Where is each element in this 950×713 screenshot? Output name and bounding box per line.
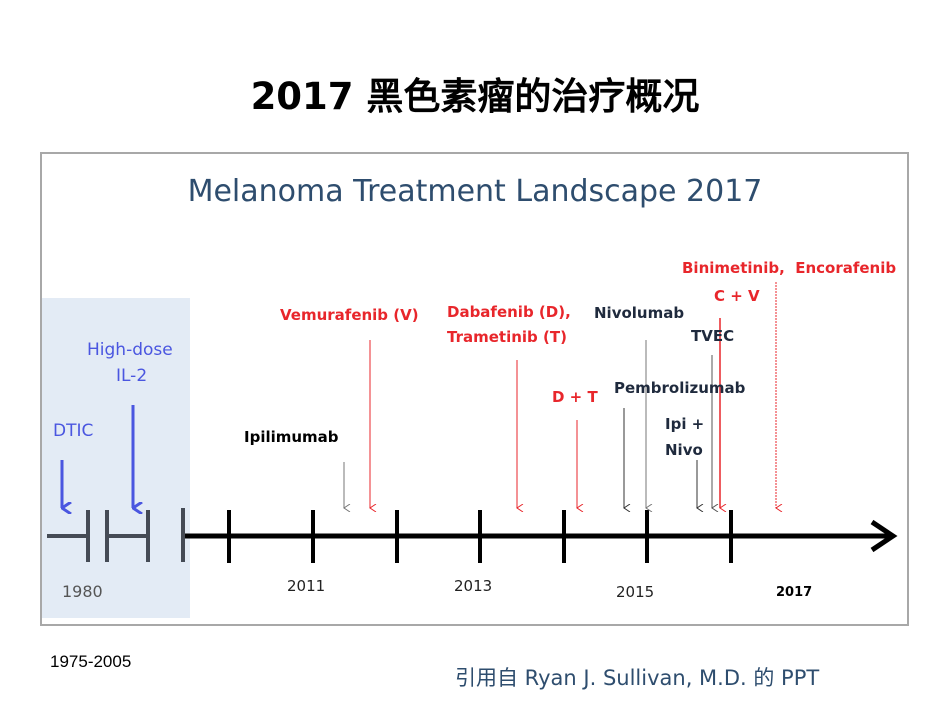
year-label-2015: 2015 [616,583,654,601]
label-pembrolizumab: Pembrolizumab [614,379,746,397]
label-nivo: Nivo [665,441,703,459]
label-nivolumab: Nivolumab [594,304,684,322]
label-bini-enco: Binimetinib, Encorafenib [682,259,896,277]
year-label-2011: 2011 [287,577,325,595]
timeline-axis [47,508,898,563]
label-dabrafenib: Dabafenib (D), [447,303,571,321]
era-label: 1975-2005 [50,652,132,671]
slide-heading: Melanoma Treatment Landscape 2017 [188,174,763,209]
label-il2-line1: High-dose [87,340,173,360]
label-d-t: D + T [552,388,598,406]
label-tvec: TVEC [691,327,734,345]
label-ipilimumab: Ipilimumab [244,428,339,446]
historic-band [42,298,190,618]
citation: 引用自 Ryan J. Sullivan, M.D. 的 PPT [455,666,820,690]
label-dtic: DTIC [53,421,93,441]
label-il2-line2: IL-2 [116,366,147,386]
page-title: 2017 黑色素瘤的治疗概况 [250,75,700,118]
label-ipi: Ipi + [665,415,704,433]
year-label-2013: 2013 [454,577,492,595]
year-label-1980: 1980 [62,582,103,601]
year-label-2017: 2017 [776,585,812,600]
label-c-v: C + V [714,287,760,305]
label-trametinib: Trametinib (T) [447,328,567,346]
label-vemurafenib: Vemurafenib (V) [280,306,419,324]
